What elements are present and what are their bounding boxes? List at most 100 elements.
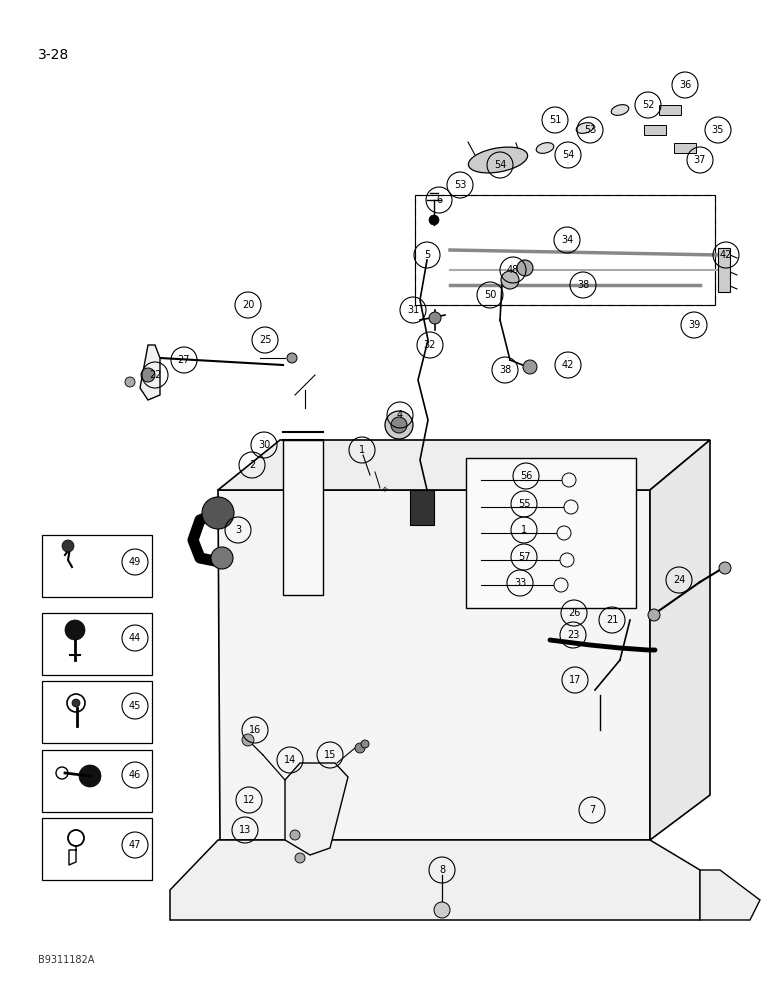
Circle shape xyxy=(429,312,441,324)
Text: 22: 22 xyxy=(149,370,161,380)
Text: 32: 32 xyxy=(424,340,436,350)
Text: 25: 25 xyxy=(259,335,271,345)
Bar xyxy=(674,143,696,153)
Text: 55: 55 xyxy=(518,499,530,509)
Circle shape xyxy=(65,620,85,640)
Text: 26: 26 xyxy=(568,608,581,618)
Bar xyxy=(659,105,681,115)
Text: 1: 1 xyxy=(359,445,365,455)
Text: 31: 31 xyxy=(407,305,419,315)
Text: 27: 27 xyxy=(178,355,190,365)
Circle shape xyxy=(125,377,135,387)
Text: 50: 50 xyxy=(484,290,496,300)
Text: 34: 34 xyxy=(561,235,573,245)
Text: 4ᴸ: 4ᴸ xyxy=(381,487,388,493)
Text: 56: 56 xyxy=(520,471,532,481)
Polygon shape xyxy=(650,440,710,840)
Bar xyxy=(466,458,636,608)
Polygon shape xyxy=(170,840,700,920)
Text: 47: 47 xyxy=(129,840,141,850)
Text: 36: 36 xyxy=(679,80,691,90)
Circle shape xyxy=(72,699,80,707)
Text: 53: 53 xyxy=(454,180,466,190)
Circle shape xyxy=(501,271,519,289)
Text: 38: 38 xyxy=(577,280,589,290)
Circle shape xyxy=(287,353,297,363)
Circle shape xyxy=(62,540,74,552)
Ellipse shape xyxy=(611,105,628,115)
Circle shape xyxy=(79,765,101,787)
Text: 45: 45 xyxy=(129,701,141,711)
Text: 42: 42 xyxy=(720,250,732,260)
Text: B9311182A: B9311182A xyxy=(38,955,94,965)
Text: 24: 24 xyxy=(673,575,686,585)
Text: 53: 53 xyxy=(584,125,596,135)
Text: 49: 49 xyxy=(129,557,141,567)
Circle shape xyxy=(211,547,233,569)
Bar xyxy=(283,440,323,595)
Text: 54: 54 xyxy=(562,150,574,160)
Polygon shape xyxy=(218,440,710,490)
Text: 3-28: 3-28 xyxy=(38,48,69,62)
Text: 6: 6 xyxy=(436,195,442,205)
Text: 8: 8 xyxy=(439,865,445,875)
Polygon shape xyxy=(285,763,348,855)
Text: 51: 51 xyxy=(549,115,561,125)
Text: 37: 37 xyxy=(694,155,706,165)
Text: 44: 44 xyxy=(129,633,141,643)
Circle shape xyxy=(434,902,450,918)
Text: 13: 13 xyxy=(239,825,251,835)
Text: 23: 23 xyxy=(567,630,579,640)
Text: 48: 48 xyxy=(507,265,519,275)
Text: 54: 54 xyxy=(494,160,506,170)
Text: 3: 3 xyxy=(235,525,241,535)
Ellipse shape xyxy=(469,147,527,173)
Ellipse shape xyxy=(537,143,554,153)
Bar xyxy=(415,195,715,305)
Text: 16: 16 xyxy=(249,725,261,735)
Circle shape xyxy=(361,740,369,748)
Text: 7: 7 xyxy=(589,805,595,815)
Text: 17: 17 xyxy=(569,675,581,685)
Circle shape xyxy=(719,562,731,574)
Text: 15: 15 xyxy=(323,750,336,760)
Circle shape xyxy=(523,360,537,374)
Circle shape xyxy=(429,215,439,225)
Circle shape xyxy=(290,830,300,840)
Text: 12: 12 xyxy=(243,795,256,805)
Circle shape xyxy=(648,609,660,621)
Bar xyxy=(42,818,152,880)
Text: 5: 5 xyxy=(424,250,430,260)
Text: 21: 21 xyxy=(606,615,618,625)
Text: 14: 14 xyxy=(284,755,296,765)
Text: 52: 52 xyxy=(642,100,654,110)
Polygon shape xyxy=(700,870,760,920)
Text: 35: 35 xyxy=(712,125,724,135)
Text: 57: 57 xyxy=(518,552,530,562)
Circle shape xyxy=(391,417,407,433)
Text: 42: 42 xyxy=(562,360,574,370)
Circle shape xyxy=(141,368,155,382)
Circle shape xyxy=(355,743,365,753)
Ellipse shape xyxy=(576,123,594,133)
Text: 1: 1 xyxy=(521,525,527,535)
Circle shape xyxy=(385,411,413,439)
Bar xyxy=(42,613,152,675)
Text: 38: 38 xyxy=(499,365,511,375)
Text: 20: 20 xyxy=(242,300,254,310)
Text: 33: 33 xyxy=(514,578,527,588)
Circle shape xyxy=(242,734,254,746)
Polygon shape xyxy=(218,490,650,840)
Text: 2: 2 xyxy=(249,460,255,470)
Circle shape xyxy=(295,853,305,863)
Bar xyxy=(718,248,730,292)
Bar xyxy=(42,535,152,597)
Text: 39: 39 xyxy=(688,320,700,330)
Bar xyxy=(42,681,152,743)
Circle shape xyxy=(517,260,533,276)
Text: 4: 4 xyxy=(397,410,403,420)
Text: 46: 46 xyxy=(129,770,141,780)
Bar xyxy=(644,125,666,135)
Bar xyxy=(410,490,434,525)
Bar xyxy=(42,750,152,812)
